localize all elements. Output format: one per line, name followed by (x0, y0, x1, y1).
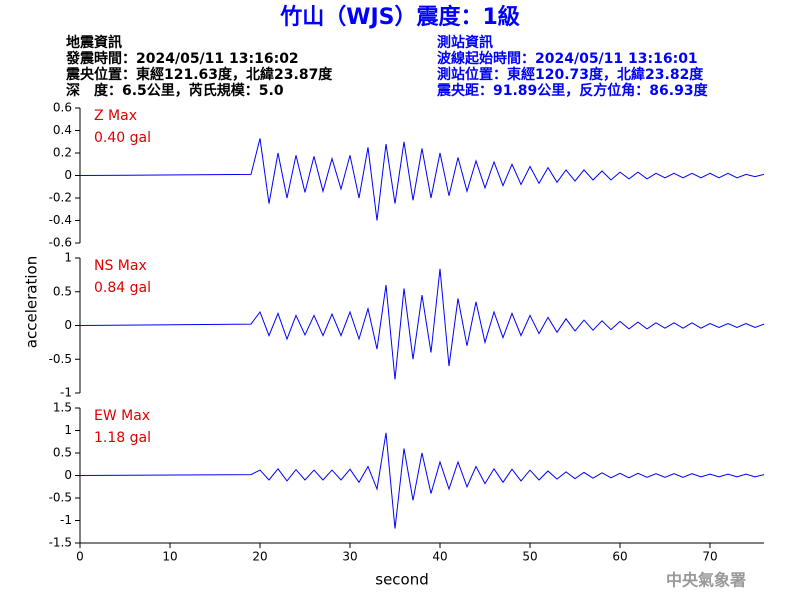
y-tick-label: -0.2 (49, 191, 72, 205)
series-name: Z Max (94, 108, 137, 124)
y-tick-label: 1.5 (53, 401, 72, 415)
y-tick-label: 1 (64, 423, 72, 437)
y-tick-label: 0.5 (53, 284, 72, 298)
series-name: EW Max (94, 408, 150, 424)
info-right: 震央距：91.89公里，反方位角：86.93度 (436, 82, 709, 99)
series-name: NS Max (94, 258, 147, 274)
info-right: 波線起始時間：2024/05/11 13:16:01 (437, 50, 698, 67)
waveform (79, 268, 765, 380)
y-tick-label: -0.5 (49, 491, 72, 505)
y-tick-label: 0.4 (53, 123, 72, 137)
waveform (79, 432, 765, 529)
y-tick-label: -0.5 (49, 352, 72, 366)
info-left: 震央位置：東經121.63度，北緯23.87度 (65, 66, 333, 83)
info-left: 地震資訊 (66, 34, 122, 51)
y-tick-label: 0 (64, 168, 72, 182)
info-right: 測站資訊 (437, 34, 493, 51)
info-right: 測站位置：東經120.73度，北緯23.82度 (437, 66, 704, 83)
chart-title: 竹山（WJS）震度：1級 (279, 4, 520, 30)
y-tick-label: -0.6 (49, 236, 72, 250)
y-tick-label: 1 (64, 251, 72, 265)
footer: 中央氣象署 (666, 571, 746, 590)
y-tick-label: -1.5 (49, 536, 72, 550)
x-tick-label: 70 (702, 550, 717, 564)
series-max: 1.18 gal (94, 430, 151, 446)
x-tick-label: 40 (432, 550, 447, 564)
y-tick-label: 0.6 (53, 101, 72, 115)
info-left: 發震時間：2024/05/11 13:16:02 (65, 50, 299, 67)
y-tick-label: 0.2 (53, 146, 72, 160)
x-tick-label: 20 (252, 550, 267, 564)
x-tick-label: 10 (162, 550, 177, 564)
y-tick-label: 0 (64, 468, 72, 482)
y-tick-label: -0.4 (49, 213, 72, 227)
y-axis-label: acceleration (23, 256, 41, 348)
info-left: 深 度：6.5公里，芮氏規模：5.0 (66, 82, 284, 99)
series-max: 0.84 gal (94, 280, 151, 296)
x-axis-label: second (375, 571, 429, 589)
y-tick-label: -1 (60, 513, 72, 527)
y-tick-label: 0.5 (53, 446, 72, 460)
waveform (79, 138, 765, 221)
y-tick-label: 0 (64, 318, 72, 332)
y-tick-label: -1 (60, 386, 72, 400)
x-tick-label: 30 (342, 550, 357, 564)
x-tick-label: 0 (76, 550, 84, 564)
x-tick-label: 60 (612, 550, 627, 564)
x-tick-label: 50 (522, 550, 537, 564)
series-max: 0.40 gal (94, 130, 151, 146)
